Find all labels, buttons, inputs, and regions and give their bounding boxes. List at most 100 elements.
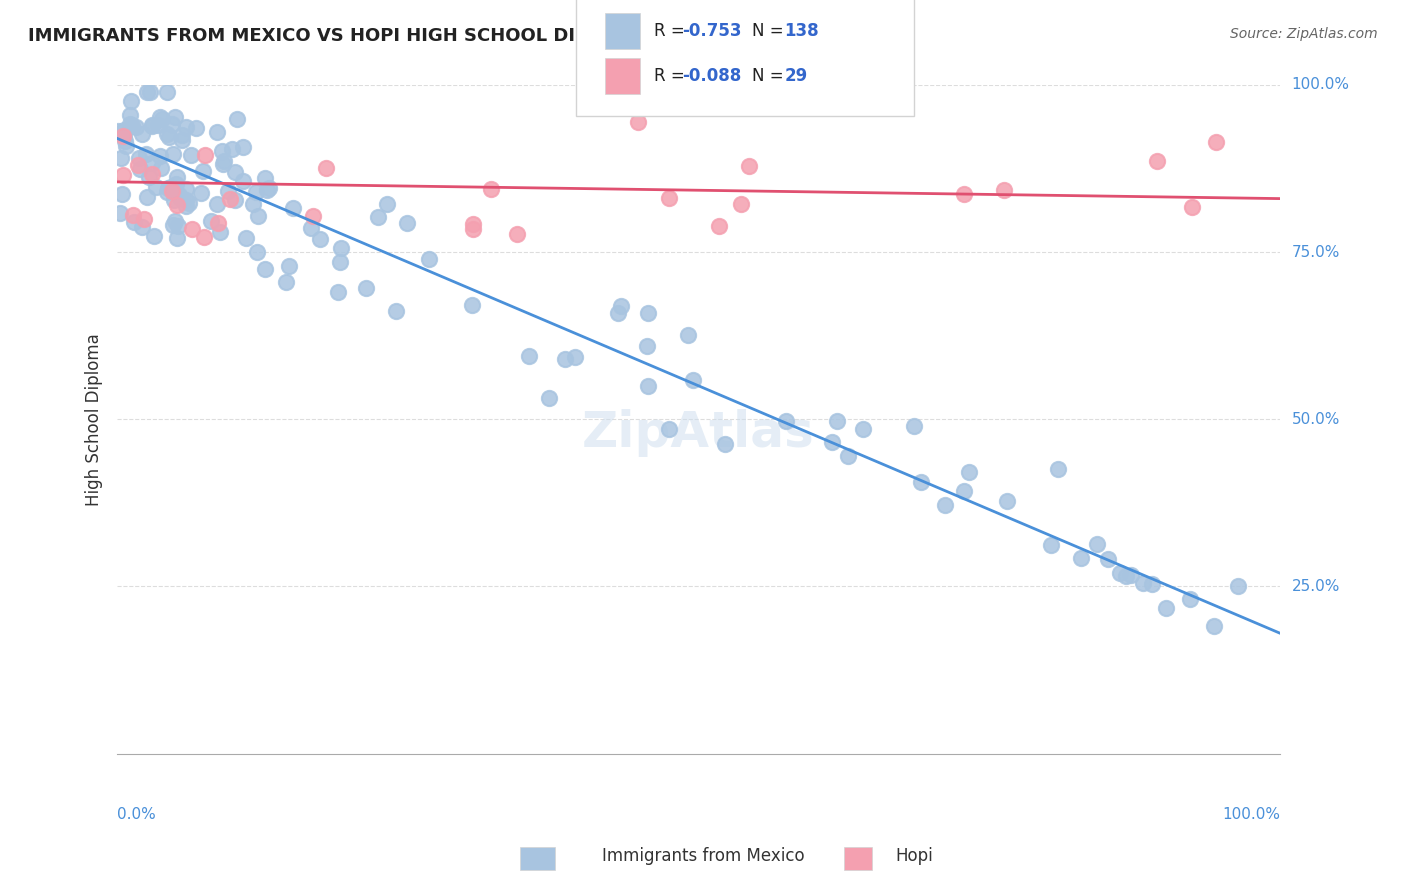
Point	[207, 216, 229, 230]
Point	[302, 209, 325, 223]
Point	[131, 127, 153, 141]
Point	[257, 181, 280, 195]
Point	[246, 209, 269, 223]
Point	[191, 164, 214, 178]
Point	[150, 112, 173, 126]
Point	[179, 196, 201, 211]
Point	[730, 196, 752, 211]
Point	[162, 117, 184, 131]
Point	[1119, 568, 1142, 582]
Point	[128, 161, 150, 176]
Point	[276, 276, 298, 290]
Point	[120, 108, 142, 122]
Point	[180, 222, 202, 236]
Text: -0.088: -0.088	[682, 67, 741, 85]
Point	[135, 146, 157, 161]
Point	[156, 186, 179, 200]
Point	[707, 219, 730, 234]
Point	[827, 414, 849, 428]
Point	[463, 217, 485, 231]
Point	[738, 159, 761, 173]
Point	[149, 161, 172, 176]
Point	[142, 229, 165, 244]
Point	[329, 255, 352, 269]
Point	[157, 130, 180, 145]
Text: IMMIGRANTS FROM MEXICO VS HOPI HIGH SCHOOL DIPLOMA CORRELATION CHART: IMMIGRANTS FROM MEXICO VS HOPI HIGH SCHO…	[28, 27, 868, 45]
Point	[122, 208, 145, 222]
Point	[224, 165, 246, 179]
Point	[1140, 577, 1163, 591]
Text: 29: 29	[785, 67, 808, 85]
Point	[115, 139, 138, 153]
Point	[1046, 461, 1069, 475]
Point	[162, 146, 184, 161]
Point	[682, 372, 704, 386]
Point	[111, 129, 134, 144]
Point	[418, 252, 440, 266]
Point	[170, 133, 193, 147]
Point	[212, 154, 235, 169]
Point	[329, 241, 352, 255]
Point	[148, 149, 170, 163]
Point	[186, 121, 208, 136]
Text: R =: R =	[654, 22, 690, 40]
Point	[627, 114, 650, 128]
Point	[134, 212, 156, 227]
Point	[165, 177, 187, 191]
Point	[1115, 569, 1137, 583]
Text: 138: 138	[785, 22, 820, 40]
Point	[149, 111, 172, 125]
Point	[658, 422, 681, 436]
Text: N =: N =	[752, 67, 789, 85]
Point	[506, 227, 529, 241]
Point	[242, 197, 264, 211]
Point	[217, 184, 239, 198]
Point	[245, 185, 267, 199]
Point	[211, 145, 233, 159]
Point	[953, 187, 976, 202]
Point	[354, 280, 377, 294]
Point	[163, 111, 186, 125]
Point	[993, 183, 1015, 197]
Point	[160, 180, 183, 194]
Point	[607, 305, 630, 319]
Point	[1146, 153, 1168, 168]
Point	[162, 218, 184, 232]
Point	[141, 156, 163, 170]
Point	[221, 142, 243, 156]
Point	[156, 85, 179, 99]
Point	[537, 392, 560, 406]
Point	[122, 215, 145, 229]
Point	[108, 206, 131, 220]
Point	[1070, 550, 1092, 565]
Point	[163, 213, 186, 227]
Point	[169, 191, 191, 205]
Point	[934, 498, 956, 512]
Point	[637, 378, 659, 392]
Point	[200, 214, 222, 228]
Point	[367, 210, 389, 224]
Point	[952, 484, 974, 499]
Point	[1085, 537, 1108, 551]
Point	[131, 220, 153, 235]
Point	[554, 351, 576, 366]
Text: N =: N =	[752, 22, 789, 40]
Point	[128, 152, 150, 166]
Point	[281, 202, 304, 216]
Point	[112, 122, 135, 136]
Point	[395, 216, 418, 230]
Point	[166, 231, 188, 245]
Point	[385, 303, 408, 318]
Point	[1205, 135, 1227, 149]
Point	[224, 194, 246, 208]
Point	[145, 180, 167, 194]
Point	[714, 437, 737, 451]
Point	[138, 169, 160, 184]
Point	[903, 419, 925, 434]
Point	[157, 181, 180, 195]
Point	[167, 187, 190, 202]
Point	[180, 148, 202, 162]
Point	[299, 220, 322, 235]
Point	[1202, 619, 1225, 633]
Text: Hopi: Hopi	[896, 847, 932, 865]
